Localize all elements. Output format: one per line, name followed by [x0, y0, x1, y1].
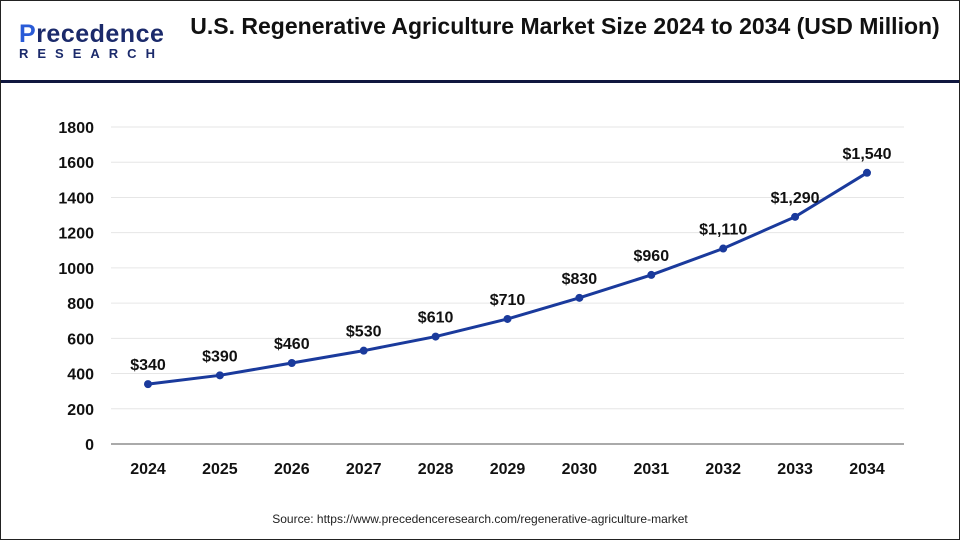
- data-label: $960: [634, 248, 670, 265]
- x-tick-label: 2029: [490, 461, 526, 478]
- data-point: [359, 346, 368, 355]
- y-tick-label: 200: [67, 402, 94, 419]
- logo-initial: P: [19, 20, 37, 48]
- y-tick-label: 400: [67, 367, 94, 384]
- data-point: [503, 314, 512, 323]
- data-point: [863, 168, 871, 177]
- x-tick-label: 2028: [418, 461, 454, 478]
- data-label: $340: [130, 357, 166, 374]
- data-point: [144, 380, 152, 389]
- x-tick-label: 2033: [777, 461, 813, 478]
- data-label: $530: [346, 324, 382, 341]
- source-note: Source: https://www.precedenceresearch.c…: [272, 512, 688, 526]
- data-label: $1,110: [699, 222, 747, 239]
- y-tick-label: 1600: [58, 155, 94, 172]
- y-tick-label: 0: [85, 437, 94, 454]
- logo-sub: RESEARCH: [19, 46, 164, 61]
- y-tick-label: 1000: [58, 261, 94, 278]
- x-tick-label: 2031: [634, 461, 670, 478]
- y-tick-label: 1800: [58, 120, 94, 137]
- x-tick-label: 2024: [130, 461, 166, 478]
- logo-name: recedence: [36, 20, 165, 48]
- x-tick-label: 2025: [202, 461, 238, 478]
- data-label: $710: [490, 292, 526, 309]
- data-point: [647, 270, 656, 279]
- data-point: [719, 244, 728, 253]
- data-label: $610: [418, 310, 454, 327]
- data-label: $1,290: [771, 190, 820, 207]
- chart-title: U.S. Regenerative Agriculture Market Siz…: [190, 13, 940, 39]
- data-point: [215, 371, 224, 380]
- y-tick-label: 1400: [58, 190, 94, 207]
- x-tick-label: 2027: [346, 461, 382, 478]
- y-tick-label: 800: [67, 296, 94, 313]
- series-line: [147, 171, 868, 386]
- x-tick-label: 2034: [849, 461, 885, 478]
- data-point: [575, 293, 584, 302]
- logo: Precedence RESEARCH: [19, 21, 164, 61]
- x-tick-label: 2026: [274, 461, 310, 478]
- data-label: $1,540: [843, 146, 892, 163]
- data-label: $460: [274, 336, 310, 353]
- y-tick-label: 600: [67, 331, 94, 348]
- data-point: [431, 332, 440, 341]
- data-point: [287, 358, 296, 367]
- header-divider: [1, 80, 959, 83]
- y-tick-label: 1200: [58, 226, 94, 243]
- x-tick-label: 2030: [562, 461, 598, 478]
- data-label: $830: [562, 271, 598, 288]
- x-tick-label: 2032: [705, 461, 741, 478]
- data-label: $390: [202, 348, 238, 365]
- data-point: [791, 212, 800, 221]
